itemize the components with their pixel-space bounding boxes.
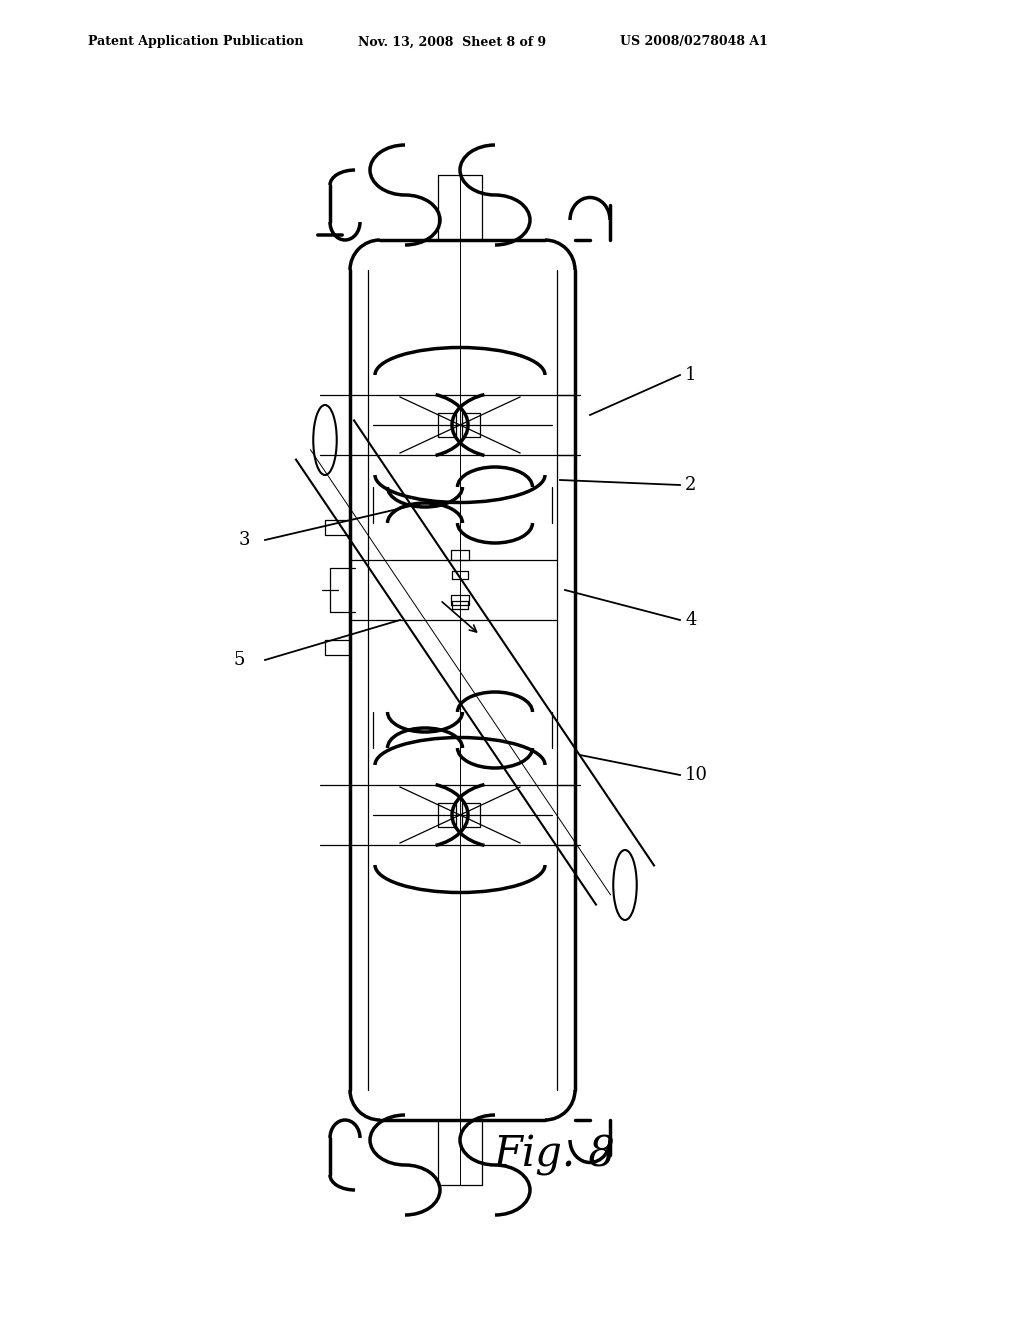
Text: US 2008/0278048 A1: US 2008/0278048 A1 xyxy=(620,36,768,49)
Text: 2: 2 xyxy=(685,477,696,494)
Text: 3: 3 xyxy=(239,531,250,549)
Text: Patent Application Publication: Patent Application Publication xyxy=(88,36,303,49)
Text: 5: 5 xyxy=(233,651,245,669)
Text: 10: 10 xyxy=(685,766,708,784)
Text: 4: 4 xyxy=(685,611,696,630)
Text: Nov. 13, 2008  Sheet 8 of 9: Nov. 13, 2008 Sheet 8 of 9 xyxy=(358,36,546,49)
Text: 1: 1 xyxy=(685,366,696,384)
Text: Fig. 8: Fig. 8 xyxy=(494,1134,616,1176)
